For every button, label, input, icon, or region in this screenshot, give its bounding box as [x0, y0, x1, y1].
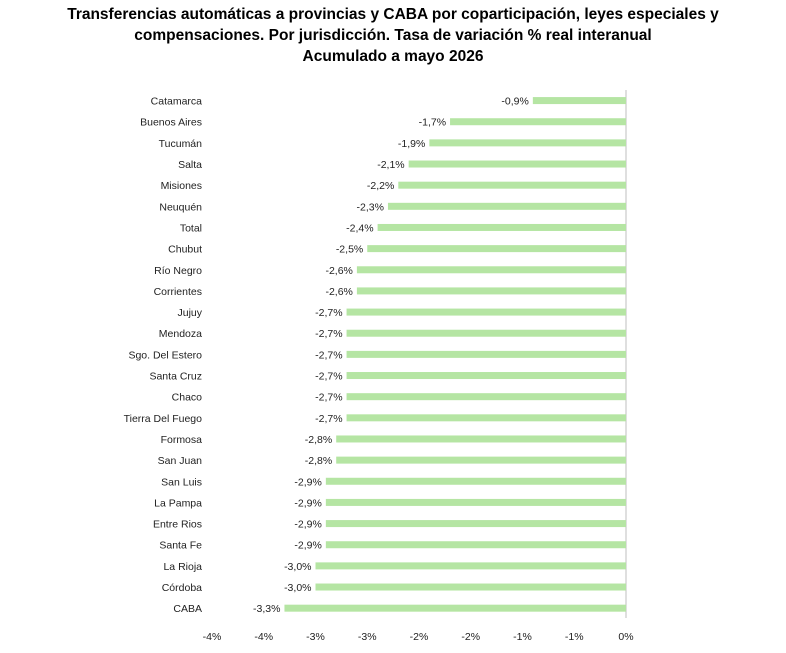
bar-11 — [346, 308, 626, 316]
value-label: -2,9% — [294, 476, 321, 488]
category-label: Sgo. Del Estero — [128, 349, 202, 361]
bar-20 — [325, 498, 626, 506]
value-label: -2,1% — [377, 159, 404, 171]
bar-15 — [346, 393, 626, 401]
category-label: Buenos Aires — [140, 117, 202, 129]
category-label: Santa Fe — [159, 540, 202, 552]
bar-18 — [336, 456, 626, 464]
value-label: -2,8% — [305, 434, 332, 446]
category-label: La Pampa — [154, 497, 202, 509]
bar-9 — [356, 266, 626, 274]
value-label: -2,4% — [346, 222, 373, 234]
bar-10 — [356, 287, 626, 295]
value-label: -2,9% — [294, 519, 321, 531]
value-label: -2,7% — [315, 307, 342, 319]
category-label: Total — [180, 222, 202, 234]
chart-title-line-1: Transferencias automáticas a provincias … — [67, 6, 719, 23]
value-label: -0,9% — [501, 96, 528, 108]
chart-title-line-2: compensaciones. Por jurisdicción. Tasa d… — [134, 27, 652, 44]
bar-2 — [450, 118, 626, 126]
bar-19 — [325, 477, 626, 485]
category-label: Salta — [178, 159, 202, 171]
category-label: Santa Cruz — [149, 371, 202, 383]
value-label: -2,7% — [315, 349, 342, 361]
value-label: -2,7% — [315, 413, 342, 425]
x-tick-label: -3% — [358, 631, 377, 643]
category-label: Tierra Del Fuego — [124, 413, 203, 425]
category-label: Misiones — [161, 180, 202, 192]
value-label: -3,3% — [253, 603, 280, 615]
chart-title-line-3: Acumulado a mayo 2026 — [302, 48, 484, 65]
bar-13 — [346, 350, 626, 358]
bar-25 — [284, 604, 626, 612]
bar-14 — [346, 372, 626, 380]
bar-22 — [325, 541, 626, 549]
category-label: Catamarca — [151, 96, 203, 108]
category-label: Córdoba — [162, 582, 202, 594]
chart-title: Transferencias automáticas a provincias … — [0, 4, 786, 67]
bar-4 — [408, 160, 626, 168]
bar-24 — [315, 583, 626, 591]
category-label: La Rioja — [163, 561, 202, 573]
bar-3 — [429, 139, 626, 147]
x-tick-label: 0% — [618, 631, 633, 643]
value-label: -2,9% — [294, 497, 321, 509]
category-label: Río Negro — [154, 265, 202, 277]
category-label: Chaco — [172, 392, 203, 404]
category-label: Tucumán — [159, 138, 203, 150]
bar-1 — [532, 97, 626, 105]
value-label: -2,7% — [315, 371, 342, 383]
value-label: -3,0% — [284, 561, 311, 573]
category-label: San Luis — [161, 476, 202, 488]
value-label: -2,6% — [325, 265, 352, 277]
value-label: -1,7% — [419, 117, 446, 129]
bar-17 — [336, 435, 626, 443]
x-tick-label: -1% — [565, 631, 584, 643]
category-label: Entre Rios — [153, 519, 202, 531]
bar-12 — [346, 329, 626, 337]
category-label: Neuquén — [159, 201, 202, 213]
x-tick-label: -3% — [306, 631, 325, 643]
bar-21 — [325, 520, 626, 528]
x-tick-label: -4% — [203, 631, 222, 643]
value-label: -2,7% — [315, 392, 342, 404]
x-tick-label: -1% — [513, 631, 532, 643]
value-label: -2,8% — [305, 455, 332, 467]
bar-8 — [367, 245, 626, 253]
bar-7 — [377, 223, 626, 231]
value-label: -2,5% — [336, 244, 363, 256]
value-label: -2,3% — [357, 201, 384, 213]
x-tick-label: -2% — [461, 631, 480, 643]
bar-16 — [346, 414, 626, 422]
category-label: San Juan — [158, 455, 203, 467]
bar-23 — [315, 562, 626, 570]
category-label: Corrientes — [154, 286, 202, 298]
category-label: Mendoza — [159, 328, 202, 340]
bar-5 — [398, 181, 626, 189]
bar-6 — [387, 202, 626, 210]
category-label: Chubut — [168, 244, 202, 256]
category-label: CABA — [173, 603, 202, 615]
value-label: -2,6% — [325, 286, 352, 298]
value-label: -3,0% — [284, 582, 311, 594]
value-label: -2,9% — [294, 540, 321, 552]
x-tick-label: -4% — [254, 631, 273, 643]
value-label: -2,7% — [315, 328, 342, 340]
category-label: Formosa — [161, 434, 203, 446]
value-label: -2,2% — [367, 180, 394, 192]
x-tick-label: -2% — [410, 631, 429, 643]
category-label: Jujuy — [177, 307, 202, 319]
value-label: -1,9% — [398, 138, 425, 150]
